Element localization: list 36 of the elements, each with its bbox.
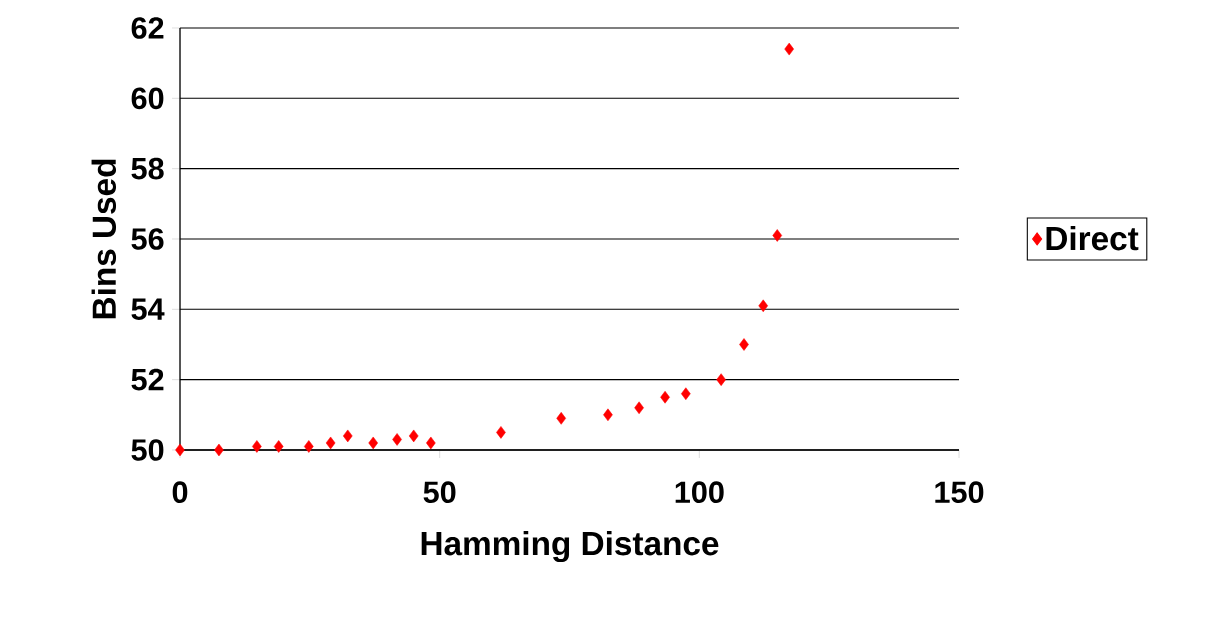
point	[716, 373, 726, 386]
x-tick-label: 50	[423, 481, 456, 504]
point	[426, 436, 436, 450]
point	[784, 42, 794, 56]
x-tick-label: 150	[935, 481, 984, 504]
point	[342, 429, 353, 443]
y-tick-label: 54	[131, 298, 165, 321]
point	[273, 440, 284, 453]
point	[368, 436, 378, 450]
point	[175, 443, 185, 457]
point	[772, 229, 783, 242]
point	[496, 426, 506, 439]
y-tick-label: 50	[131, 439, 164, 461]
point	[739, 338, 749, 351]
y-tick-label: 62	[131, 17, 164, 39]
point	[681, 387, 691, 400]
point	[392, 433, 402, 446]
y-tick-label: 60	[131, 87, 164, 110]
y-axis-title: Bins Used	[91, 159, 117, 319]
point	[304, 440, 314, 453]
point	[660, 390, 670, 404]
point	[634, 401, 644, 415]
point	[758, 299, 768, 313]
x-tick-label: 0	[172, 481, 188, 504]
y-tick-label: 56	[131, 228, 164, 250]
point	[408, 429, 419, 443]
x-tick-label: 100	[675, 481, 724, 504]
y-tick-label: 52	[131, 368, 164, 391]
point	[556, 412, 566, 425]
point	[214, 443, 224, 457]
point	[252, 440, 262, 453]
y-tick-label: 58	[131, 157, 164, 180]
point	[603, 408, 613, 422]
legend-label: Direct	[1046, 225, 1139, 251]
x-axis-title: Hamming Distance	[421, 530, 719, 563]
point	[325, 436, 336, 450]
